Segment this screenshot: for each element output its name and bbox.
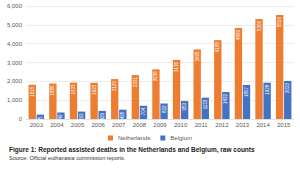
svg-text:3136: 3136 [174, 61, 179, 72]
svg-text:2011: 2011 [195, 122, 209, 128]
svg-text:3,000: 3,000 [7, 60, 23, 66]
svg-text:2012: 2012 [215, 122, 229, 128]
svg-text:6,000: 6,000 [7, 3, 23, 9]
svg-text:1807: 1807 [244, 86, 249, 97]
svg-text:Figure 1: Reported assisted de: Figure 1: Reported assisted deaths in th… [9, 146, 255, 154]
svg-text:2010: 2010 [174, 122, 188, 128]
svg-text:1928: 1928 [265, 84, 270, 95]
svg-text:1,000: 1,000 [7, 97, 23, 103]
svg-text:2022: 2022 [285, 82, 290, 93]
svg-text:2003: 2003 [29, 122, 43, 128]
svg-text:393: 393 [79, 113, 84, 121]
svg-text:Belgium: Belgium [170, 135, 192, 141]
svg-text:4,000: 4,000 [7, 41, 23, 47]
svg-text:2014: 2014 [256, 122, 270, 128]
svg-text:2,000: 2,000 [7, 78, 23, 84]
svg-text:704: 704 [141, 107, 146, 115]
svg-text:349: 349 [58, 114, 63, 122]
svg-text:2004: 2004 [50, 122, 64, 128]
svg-text:4829: 4829 [236, 30, 241, 41]
svg-text:2015: 2015 [277, 122, 291, 128]
svg-text:1923: 1923 [92, 84, 97, 95]
svg-text:2331: 2331 [133, 77, 138, 88]
svg-text:0: 0 [19, 116, 23, 122]
svg-text:2009: 2009 [153, 122, 167, 128]
svg-text:3695: 3695 [195, 51, 200, 62]
svg-text:Netherlands: Netherlands [118, 135, 150, 141]
svg-text:2008: 2008 [133, 122, 147, 128]
svg-text:2007: 2007 [112, 122, 126, 128]
svg-text:495: 495 [120, 111, 125, 119]
svg-text:Source: Official euthanasia co: Source: Official euthanasia commission r… [9, 155, 126, 161]
svg-text:2006: 2006 [91, 122, 105, 128]
svg-text:5306: 5306 [257, 21, 262, 32]
svg-text:5516: 5516 [277, 17, 282, 28]
svg-text:2636: 2636 [153, 71, 158, 82]
svg-text:4188: 4188 [215, 42, 220, 53]
svg-text:5,000: 5,000 [7, 22, 23, 28]
svg-text:235: 235 [38, 116, 43, 124]
svg-text:1933: 1933 [71, 84, 76, 95]
svg-text:822: 822 [162, 105, 167, 113]
svg-text:1133: 1133 [203, 99, 208, 109]
svg-text:1432: 1432 [223, 94, 228, 105]
svg-text:1815: 1815 [30, 86, 35, 97]
svg-text:2120: 2120 [112, 81, 117, 92]
svg-text:953: 953 [182, 103, 187, 111]
svg-text:2013: 2013 [236, 122, 250, 128]
svg-text:1886: 1886 [50, 85, 55, 96]
svg-text:429: 429 [100, 112, 105, 120]
svg-text:2005: 2005 [71, 122, 85, 128]
